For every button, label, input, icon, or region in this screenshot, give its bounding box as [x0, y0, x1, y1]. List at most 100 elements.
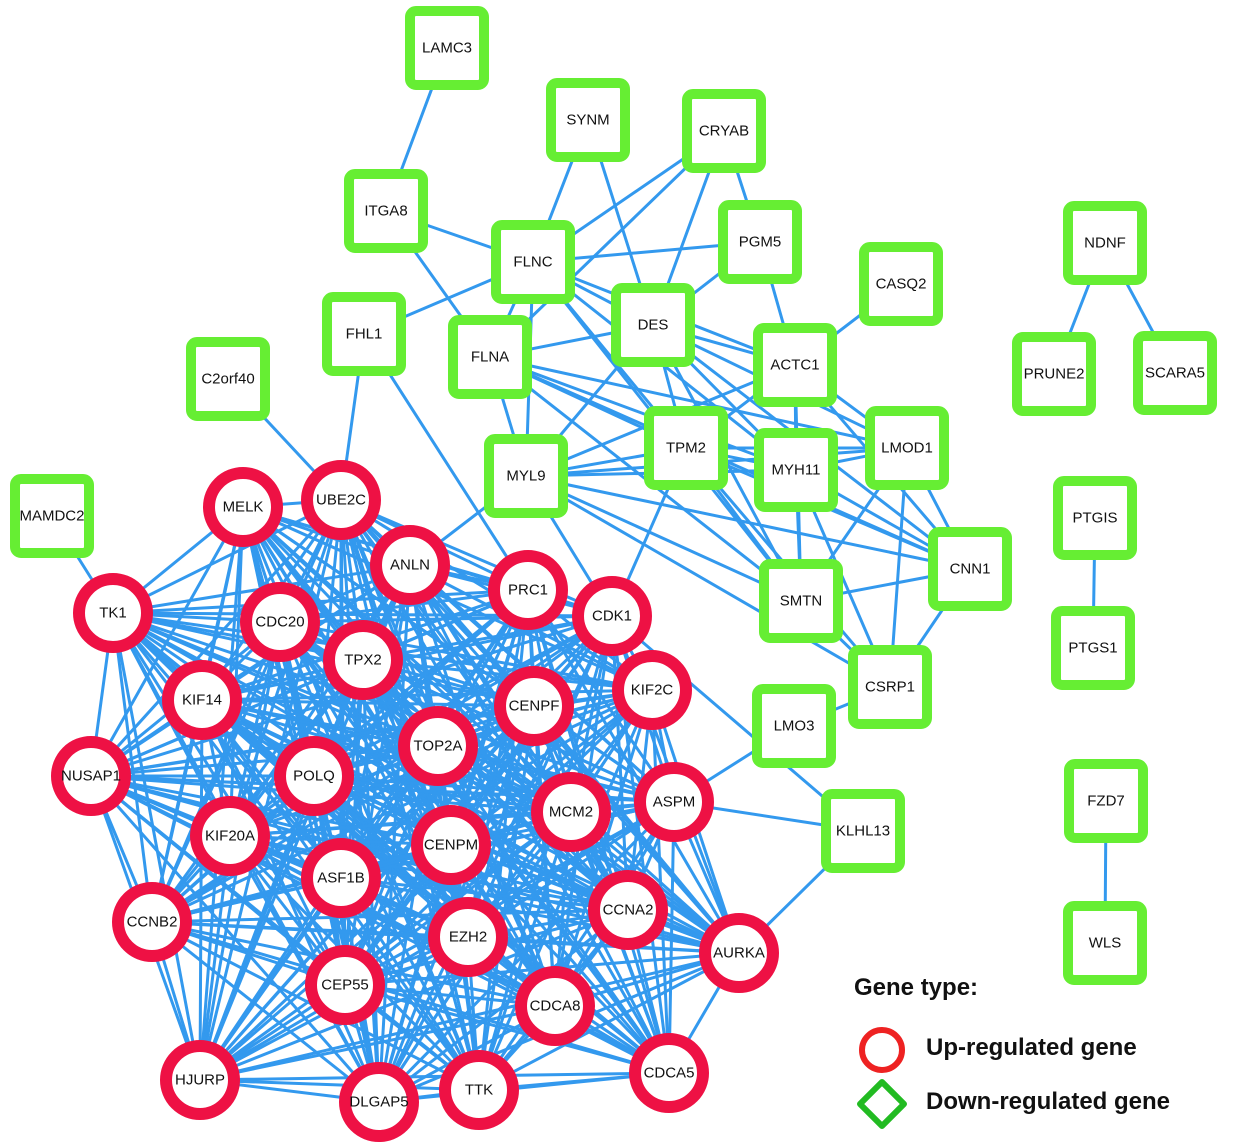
- node-ccna2: CCNA2: [588, 870, 668, 950]
- node-label: CASQ2: [876, 276, 927, 293]
- edge-mcm2-kif20a: [228, 810, 573, 838]
- node-cdc20: CDC20: [240, 582, 320, 662]
- edge-kif20a-hjurp: [198, 834, 232, 1082]
- down-regulated-square: [865, 406, 949, 490]
- up-regulated-circle: [274, 736, 354, 816]
- edge-cenpm-cdca5: [449, 843, 671, 1075]
- node-polq: POLQ: [274, 736, 354, 816]
- up-regulated-circle: [240, 582, 320, 662]
- node-cenpf: CENPF: [494, 666, 574, 746]
- node-c2orf40: C2orf40: [186, 337, 270, 421]
- node-lmo3: LMO3: [752, 684, 836, 768]
- edge-cdca8-hjurp: [198, 1004, 557, 1082]
- node-label: ASF1B: [317, 870, 365, 887]
- edge-ccnb2-dlgap5: [150, 920, 381, 1104]
- node-label: MCM2: [549, 804, 593, 821]
- down-regulated-square: [1053, 476, 1137, 560]
- edge-asf1b-aurka: [339, 876, 741, 955]
- edge-cenpf-aurka: [532, 704, 741, 955]
- node-label: TK1: [99, 605, 127, 622]
- edge-myl9-csrp1: [524, 474, 892, 689]
- edge-top2a-nusap1: [89, 744, 440, 778]
- down-regulated-square: [718, 200, 802, 284]
- node-itga8: ITGA8: [344, 169, 428, 253]
- edge-flna-myh11: [488, 355, 798, 472]
- node-cdca8: CDCA8: [515, 966, 595, 1046]
- node-fhl1: FHL1: [322, 292, 406, 376]
- node-casq2: CASQ2: [859, 242, 943, 326]
- down-regulated-square: [484, 434, 568, 518]
- node-label: EZH2: [449, 929, 487, 946]
- up-regulated-circle: [531, 772, 611, 852]
- edge-cenpf-cdca8: [532, 704, 557, 1008]
- edge-asf1b-hjurp: [198, 876, 343, 1082]
- node-label: CSRP1: [865, 679, 915, 696]
- node-label: NDNF: [1084, 235, 1126, 252]
- node-label: ACTC1: [770, 357, 819, 374]
- down-regulated-square: [1051, 606, 1135, 690]
- edge-aspm-ttk: [477, 800, 676, 1092]
- node-label: CRYAB: [699, 123, 749, 140]
- up-regulated-circle: [305, 945, 385, 1025]
- down-regulated-square: [1064, 759, 1148, 843]
- up-regulated-circle: [699, 913, 779, 993]
- node-label: ANLN: [390, 557, 430, 574]
- node-label: UBE2C: [316, 492, 366, 509]
- node-cdk1: CDK1: [572, 576, 652, 656]
- edge-kif14-cenpf: [200, 698, 536, 708]
- node-label: DES: [638, 317, 669, 334]
- up-regulated-circle: [370, 525, 450, 605]
- edge-ccna2-dlgap5: [377, 908, 630, 1104]
- node-label: MYH11: [772, 462, 821, 479]
- edge-ccna2-ccnb2: [150, 908, 630, 924]
- node-anln: ANLN: [370, 525, 450, 605]
- node-kif14: KIF14: [162, 660, 242, 740]
- edge-top2a-ccnb2: [150, 744, 440, 924]
- node-label: DLGAP5: [349, 1094, 408, 1111]
- down-regulated-square: [1063, 201, 1147, 285]
- up-regulated-circle: [629, 1033, 709, 1113]
- node-cnn1: CNN1: [928, 527, 1012, 611]
- node-label: HJURP: [175, 1072, 225, 1089]
- circle-icon: [859, 1027, 905, 1073]
- node-tpx2: TPX2: [323, 620, 403, 700]
- down-regulated-square: [186, 337, 270, 421]
- node-hjurp: HJURP: [160, 1040, 240, 1120]
- edge-aurka-ttk: [477, 951, 741, 1092]
- legend-label-down-regulated: Down-regulated gene: [926, 1088, 1171, 1115]
- down-regulated-square: [448, 315, 532, 399]
- node-label: PTGS1: [1068, 640, 1117, 657]
- up-regulated-circle: [162, 660, 242, 740]
- node-des: DES: [611, 283, 695, 367]
- down-regulated-square: [753, 323, 837, 407]
- edge-ube2c-nusap1: [89, 498, 343, 778]
- up-regulated-circle: [301, 838, 381, 918]
- node-label: POLQ: [293, 768, 335, 785]
- down-regulated-square: [611, 283, 695, 367]
- node-label: KIF14: [182, 692, 222, 709]
- edge-myl9-cnn1: [524, 474, 972, 571]
- node-label: CEP55: [321, 977, 369, 994]
- edge-nusap1-cenpm: [89, 774, 453, 847]
- node-cenpm: CENPM: [411, 805, 491, 885]
- up-regulated-circle: [73, 573, 153, 653]
- down-regulated-square: [754, 428, 838, 512]
- node-aurka: AURKA: [699, 913, 779, 993]
- edge-ezh2-aurka: [466, 935, 741, 955]
- up-regulated-circle: [160, 1040, 240, 1120]
- down-regulated-square: [644, 406, 728, 490]
- legend-label-up-regulated: Up-regulated gene: [926, 1034, 1137, 1061]
- node-prune2: PRUNE2: [1012, 332, 1096, 416]
- down-regulated-square: [1133, 331, 1217, 415]
- node-label: PGM5: [739, 234, 782, 251]
- node-label: MAMDC2: [19, 508, 84, 525]
- node-synm: SYNM: [546, 78, 630, 162]
- node-fzd7: FZD7: [1064, 759, 1148, 843]
- diamond-icon: [857, 1079, 907, 1129]
- down-regulated-square: [928, 527, 1012, 611]
- node-kif20a: KIF20A: [190, 796, 270, 876]
- node-klhl13: KLHL13: [821, 789, 905, 873]
- node-label: CNN1: [950, 561, 991, 578]
- node-label: CDC20: [255, 614, 304, 631]
